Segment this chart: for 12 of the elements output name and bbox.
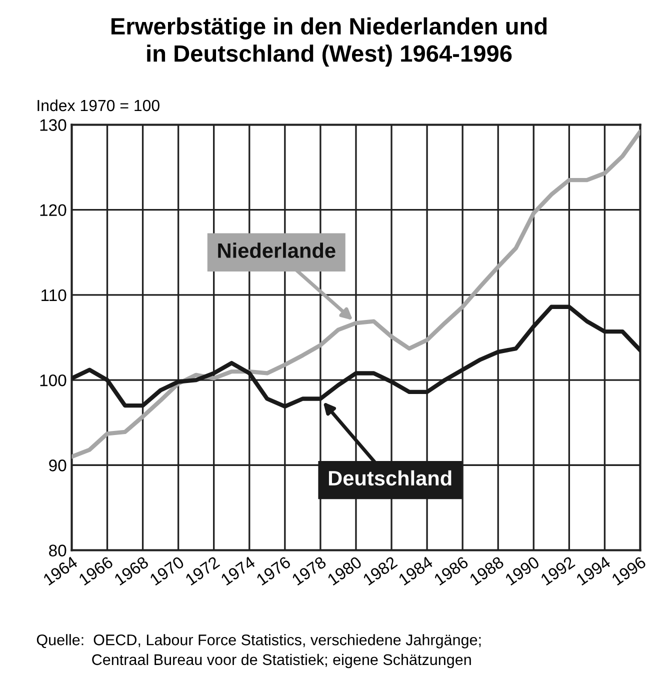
chart-title: Erwerbstätige in den Niederlanden und in Deutschland (West) 1964-1996 — [112, 17, 547, 67]
y-tick-label: 130 — [40, 119, 66, 131]
y-tick-label: 110 — [42, 289, 66, 302]
y-axis-title: Index 1970 = 100 — [38, 99, 160, 112]
y-tick-label: 100 — [40, 374, 66, 386]
y-tick-label: 80 — [49, 544, 66, 556]
source-note: Quelle: OECD, Labour Force Statistics, verschiedene Jahrgänge; Centraal Bureau voor de Statistiek; eigene Schätzungen — [36, 634, 481, 668]
y-tick-label: 90 — [49, 460, 66, 472]
text: Deutschland — [328, 470, 452, 486]
y-tick-label: 120 — [40, 204, 66, 216]
line-series — [72, 129, 640, 459]
text: Niederlande — [218, 242, 336, 258]
